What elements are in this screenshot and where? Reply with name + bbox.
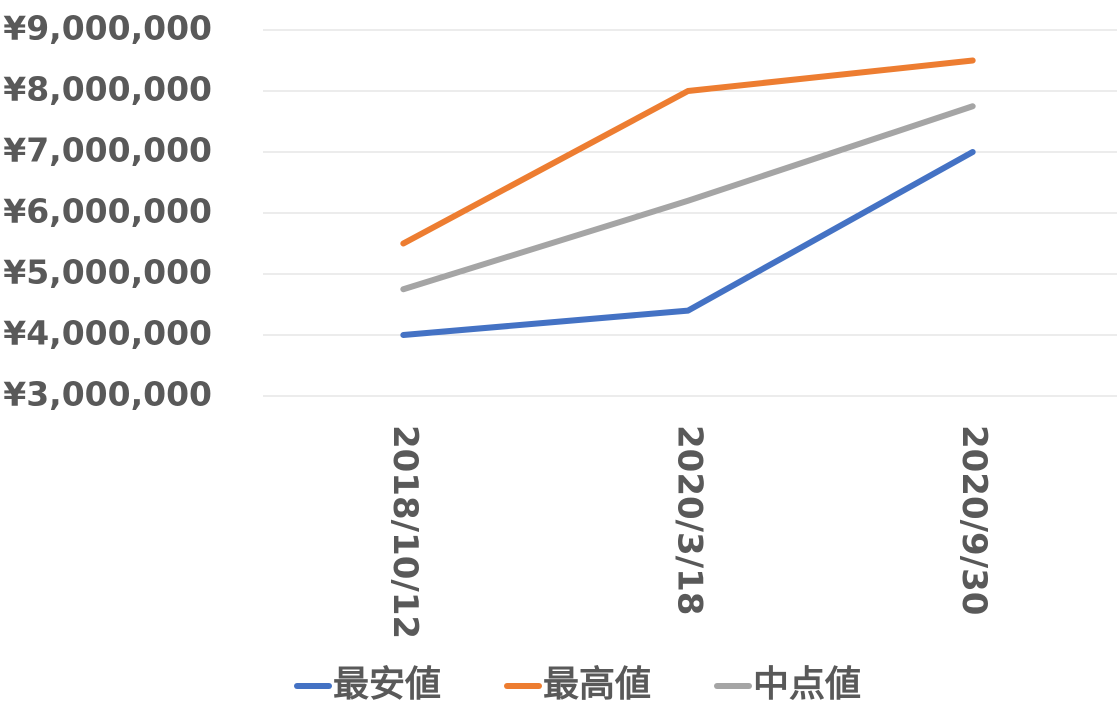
y-tick-label: ¥4,000,000 [3,314,212,353]
x-tick-label: 2020/3/18 [670,425,710,615]
series-line [400,57,976,247]
legend-label: 最高値 [543,664,651,705]
y-tick-label: ¥5,000,000 [3,253,212,292]
legend-label: 最安値 [333,664,441,705]
x-tick-label: 2018/10/12 [385,425,425,639]
y-tick-label: ¥7,000,000 [3,131,212,170]
y-tick-label: ¥8,000,000 [3,70,212,109]
y-tick-label: ¥3,000,000 [3,375,212,414]
y-tick-label: ¥6,000,000 [3,192,212,231]
series-line [400,149,976,338]
legend-label: 中点値 [753,664,861,705]
x-tick-label: 2020/9/30 [954,425,994,615]
series-line [400,103,976,293]
y-tick-label: ¥9,000,000 [3,9,212,48]
